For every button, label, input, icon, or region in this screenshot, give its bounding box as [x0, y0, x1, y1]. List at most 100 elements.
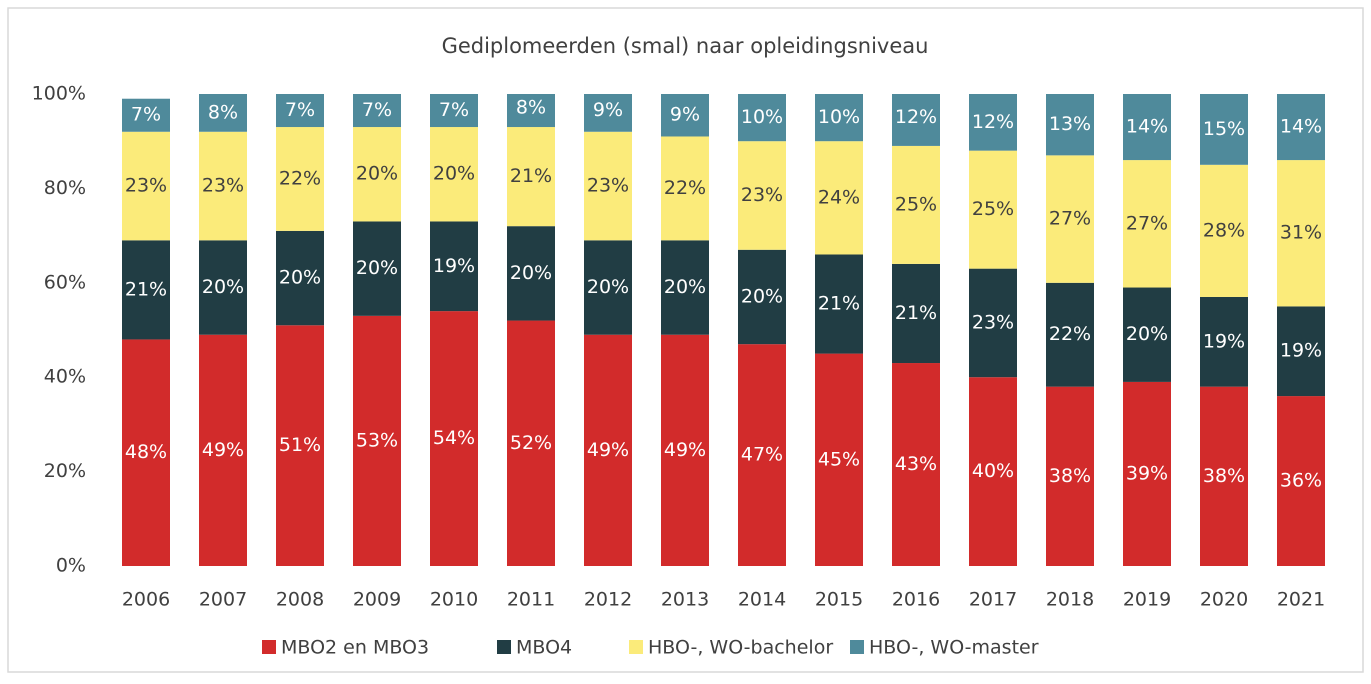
data-label: 47% — [741, 444, 783, 466]
data-label: 23% — [202, 175, 244, 197]
bar-segment — [199, 131, 247, 241]
legend-swatch — [850, 640, 864, 654]
data-label: 20% — [433, 163, 475, 185]
data-label: 8% — [516, 97, 546, 119]
bar-segment — [661, 94, 709, 137]
legend-label: MBO4 — [516, 637, 572, 659]
bar-segment — [738, 94, 786, 142]
bar-segment — [122, 131, 170, 241]
bar-segment — [430, 127, 478, 222]
data-label: 10% — [818, 106, 860, 128]
data-label: 22% — [1049, 323, 1091, 345]
data-label: 54% — [433, 427, 475, 449]
bar-segment — [430, 221, 478, 312]
x-tick-label: 2021 — [1277, 589, 1325, 611]
bar-segment — [353, 315, 401, 566]
y-tick-label: 60% — [44, 271, 86, 293]
data-label: 20% — [587, 276, 629, 298]
data-label: 53% — [356, 429, 398, 451]
data-label: 7% — [131, 104, 161, 126]
bar-segment — [661, 136, 709, 241]
legend-label: HBO-, WO-bachelor — [648, 637, 833, 659]
data-label: 19% — [1280, 340, 1322, 362]
bar-segment — [1046, 94, 1094, 156]
bar-segment — [430, 311, 478, 566]
data-label: 13% — [1049, 113, 1091, 135]
chart-title: Gediplomeerden (smal) naar opleidingsniv… — [442, 34, 929, 58]
x-tick-label: 2011 — [507, 589, 555, 611]
data-label: 24% — [818, 186, 860, 208]
data-label: 25% — [972, 198, 1014, 220]
bar-segment — [892, 145, 940, 264]
bar-segment — [353, 94, 401, 128]
data-label: 21% — [895, 302, 937, 324]
data-label: 9% — [593, 99, 623, 121]
data-label: 27% — [1049, 208, 1091, 230]
bar-segment — [738, 249, 786, 345]
bar-segment — [1046, 155, 1094, 283]
x-tick-label: 2008 — [276, 589, 324, 611]
data-label: 40% — [972, 460, 1014, 482]
plot-area — [122, 94, 1325, 566]
x-tick-label: 2017 — [969, 589, 1017, 611]
data-label: 10% — [741, 106, 783, 128]
bar-segment — [199, 240, 247, 335]
data-label: 23% — [125, 175, 167, 197]
bar-segment — [1277, 396, 1325, 566]
bar-segment — [507, 94, 555, 128]
bar-segment — [584, 240, 632, 335]
data-label: 22% — [664, 177, 706, 199]
bar-segment — [969, 150, 1017, 269]
data-label: 36% — [1280, 470, 1322, 492]
data-label: 21% — [510, 165, 552, 187]
data-label: 21% — [125, 278, 167, 300]
bar-segment — [815, 94, 863, 142]
bar-segment — [969, 377, 1017, 566]
bar-segment — [1123, 381, 1171, 566]
bar-segment — [430, 94, 478, 128]
x-tick-label: 2019 — [1123, 589, 1171, 611]
bar-segment — [892, 263, 940, 364]
data-label: 27% — [1126, 212, 1168, 234]
bar-segment — [1200, 164, 1248, 297]
data-label: 28% — [1203, 219, 1245, 241]
data-label: 38% — [1203, 465, 1245, 487]
x-tick-label: 2018 — [1046, 589, 1094, 611]
data-label: 49% — [587, 439, 629, 461]
data-label: 20% — [664, 276, 706, 298]
data-label: 49% — [664, 439, 706, 461]
data-label: 19% — [433, 255, 475, 277]
legend-swatch — [497, 640, 511, 654]
data-label: 23% — [741, 184, 783, 206]
bar-segment — [199, 334, 247, 566]
bar-segment — [584, 94, 632, 132]
bar-segment — [815, 254, 863, 354]
data-label: 12% — [972, 111, 1014, 133]
data-label: 23% — [972, 311, 1014, 333]
bar-segment — [738, 344, 786, 566]
bar-segment — [1123, 160, 1171, 288]
bar-segment — [815, 141, 863, 255]
bar-segment — [1200, 94, 1248, 165]
data-label: 20% — [356, 163, 398, 185]
data-label: 7% — [439, 99, 469, 121]
data-label: 7% — [285, 99, 315, 121]
bar-segment — [1277, 94, 1325, 161]
data-label: 20% — [741, 285, 783, 307]
bar-segment — [661, 334, 709, 566]
data-label: 14% — [1280, 116, 1322, 138]
bar-segment — [276, 127, 324, 231]
bar-segment — [584, 334, 632, 566]
data-label: 51% — [279, 434, 321, 456]
bar-segment — [276, 230, 324, 326]
bar-segment — [1046, 386, 1094, 566]
bar-segment — [353, 127, 401, 222]
bar-segment — [276, 94, 324, 128]
bar-segment — [969, 268, 1017, 378]
bar-segment — [661, 240, 709, 335]
bar-segment — [507, 127, 555, 227]
data-label: 52% — [510, 432, 552, 454]
data-label: 25% — [895, 193, 937, 215]
bar-segment — [892, 363, 940, 566]
